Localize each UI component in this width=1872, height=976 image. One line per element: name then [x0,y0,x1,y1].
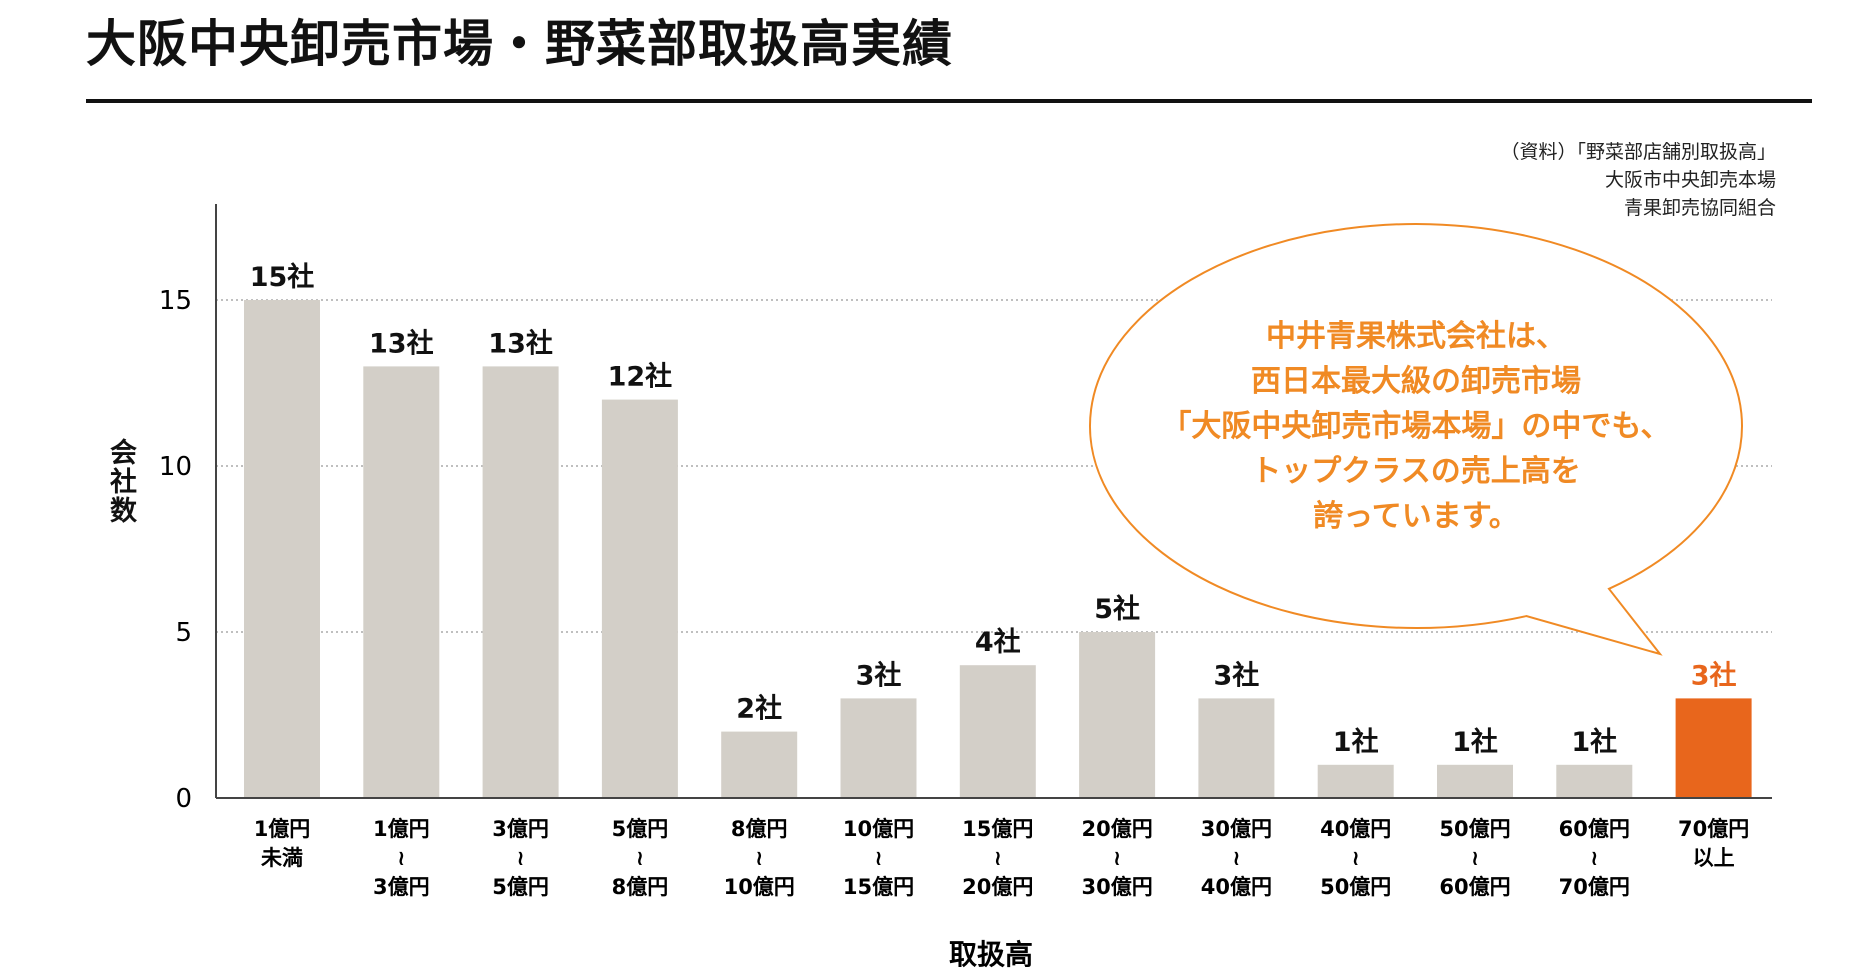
data-label: 5社 [1094,593,1140,625]
callout-line: 誇っています。 [1313,499,1519,534]
x-tick-label: 8億円 [731,817,788,841]
bar [1198,698,1275,798]
data-label: 2社 [736,693,782,725]
x-tick-label: ≀ [875,846,883,870]
y-tick-label: 15 [159,286,192,316]
x-tick-label: 未満 [261,846,303,870]
callout-shape [1089,223,1743,656]
title-divider [86,99,1812,103]
page-title: 大阪中央卸売市場・野菜部取扱高実績 [86,14,953,73]
x-tick-label: 60億円 [1439,875,1510,899]
x-tick-label: 50億円 [1320,875,1391,899]
y-tick-label: 5 [175,618,192,648]
data-label: 1社 [1333,726,1379,758]
y-tick-label: 10 [159,452,192,482]
x-tick-label: 5億円 [612,817,669,841]
data-label: 4社 [975,626,1021,658]
x-tick-label: 70億円 [1559,875,1630,899]
bars: 15社 13社 13社 12社 2社 3社 4社 5社 3社 1社 1社 1社 3社 [244,261,1752,798]
x-tick-label: ≀ [755,846,763,870]
source-note: （資料）「野菜部店舗別取扱高」 大阪市中央卸売本場 青果卸売協同組合 [1500,138,1776,222]
x-tick-label: 15億円 [962,817,1033,841]
bar [601,399,678,798]
callout-line: トップクラスの売上高を [1251,454,1580,489]
y-tick-labels: 0 5 10 15 [159,286,192,814]
data-label: 12社 [608,361,673,393]
callout-line: 西日本最大級の卸売市場 [1251,364,1581,399]
data-label: 15社 [250,261,315,293]
bar [244,300,320,798]
data-label: 3社 [1214,659,1260,691]
x-tick-label: ≀ [1590,846,1598,870]
bar [482,366,559,798]
x-tick-label: 70億円 [1678,817,1749,841]
bar [1675,698,1752,798]
x-tick-label: ≀ [636,846,644,870]
x-tick-label: 3億円 [492,817,549,841]
x-tick-label: 30億円 [1081,875,1152,899]
x-tick-label: 20億円 [962,875,1033,899]
x-tick-label: ≀ [994,846,1002,870]
x-tick-label: 50億円 [1439,817,1510,841]
x-tick-label: 60億円 [1559,817,1630,841]
bar [1556,764,1633,798]
bar [721,731,798,798]
x-tick-label: 1億円 [254,817,311,841]
x-tick-label: ≀ [517,846,525,870]
x-axis-label: 取扱高 [949,938,1033,971]
x-tick-label: 10億円 [724,875,795,899]
x-tick-label: 8億円 [612,875,669,899]
x-tick-label: 20億円 [1081,817,1152,841]
x-tick-label: 15億円 [843,875,914,899]
x-tick-label: ≀ [1113,846,1121,870]
data-label: 3社 [856,659,902,691]
bar [363,366,440,798]
source-line: （資料）「野菜部店舗別取扱高」 [1500,141,1776,163]
data-label: 1社 [1571,726,1617,758]
x-tick-label: 40億円 [1320,817,1391,841]
data-label: 1社 [1452,726,1498,758]
callout-line: 中井青果株式会社は、 [1266,319,1566,354]
bar [1079,632,1156,798]
data-label: 13社 [369,327,434,359]
x-tick-label: 1億円 [373,817,430,841]
bar [959,665,1036,798]
callout-bubble: 中井青果株式会社は、西日本最大級の卸売市場「大阪中央卸売市場本場」の中でも、トッ… [1089,223,1743,656]
x-tick-label: 5億円 [492,875,549,899]
callout-line: 「大阪中央卸売市場本場」の中でも、 [1161,409,1670,444]
y-axis-label: 会社数 [105,438,136,525]
x-tick-label: ≀ [1471,846,1479,870]
x-tick-label: ≀ [397,846,405,870]
source-line: 大阪市中央卸売本場 [1604,169,1776,191]
x-tick-label: 40億円 [1201,875,1272,899]
x-tick-label: 以上 [1693,846,1735,870]
data-label: 3社 [1691,659,1737,691]
x-tick-label: ≀ [1352,846,1360,870]
source-line: 青果卸売協同組合 [1623,197,1776,219]
bar [1437,764,1513,798]
data-label: 13社 [488,327,553,359]
y-tick-label: 0 [175,784,192,814]
x-tick-label: 10億円 [843,817,914,841]
x-tick-label: 30億円 [1201,817,1272,841]
bar [840,698,917,798]
bar [1317,764,1394,798]
x-tick-label: 3億円 [373,875,430,899]
x-tick-label: ≀ [1232,846,1240,870]
